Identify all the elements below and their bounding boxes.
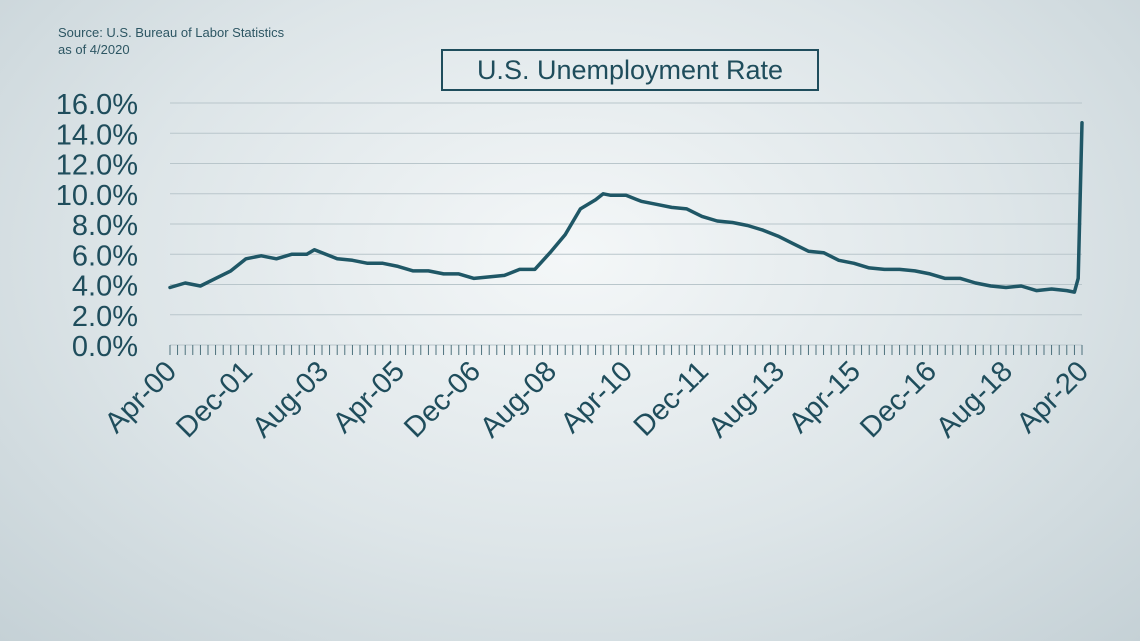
x-tick-label: Aug-13 [702, 355, 791, 444]
y-tick-label: 10.0% [56, 180, 138, 212]
source-note: Source: U.S. Bureau of Labor Statistics … [58, 24, 284, 58]
x-tick-label: Dec-01 [170, 355, 259, 444]
x-tick-label: Dec-16 [854, 355, 943, 444]
x-tick-label: Apr-20 [1011, 355, 1095, 439]
chart-title: U.S. Unemployment Rate [441, 49, 819, 91]
y-tick-label: 16.0% [56, 89, 138, 121]
source-line: Source: U.S. Bureau of Labor Statistics [58, 25, 285, 40]
unemployment-rate-line [168, 120, 1084, 294]
x-tick-label: Aug-08 [474, 355, 563, 444]
y-tick-label: 4.0% [72, 271, 138, 303]
x-tick-label: Aug-03 [246, 355, 335, 444]
y-tick-label: 14.0% [56, 119, 138, 151]
x-tick-label: Apr-10 [555, 355, 639, 439]
x-axis-tick-labels: Apr-00Dec-01Aug-03Apr-05Dec-06Aug-08Apr-… [99, 355, 1095, 444]
y-tick-label: 6.0% [72, 240, 138, 272]
gridlines [170, 102, 1082, 346]
y-axis-tick-labels: 0.0%2.0%4.0%6.0%8.0%10.0%12.0%14.0%16.0% [56, 89, 138, 363]
x-tick-label: Dec-11 [628, 355, 715, 442]
x-tick-label: Dec-06 [398, 355, 487, 444]
source-date: as of 4/2020 [58, 42, 130, 57]
y-tick-label: 8.0% [72, 210, 138, 242]
x-tick-label: Apr-00 [99, 355, 183, 439]
x-tick-label: Apr-05 [327, 355, 411, 439]
x-tick-label: Apr-15 [783, 355, 867, 439]
x-tick-label: Aug-18 [930, 355, 1019, 444]
y-tick-label: 12.0% [56, 150, 138, 182]
x-axis-minor-ticks [169, 345, 1083, 355]
y-tick-label: 2.0% [72, 301, 138, 333]
y-tick-label: 0.0% [72, 331, 138, 363]
